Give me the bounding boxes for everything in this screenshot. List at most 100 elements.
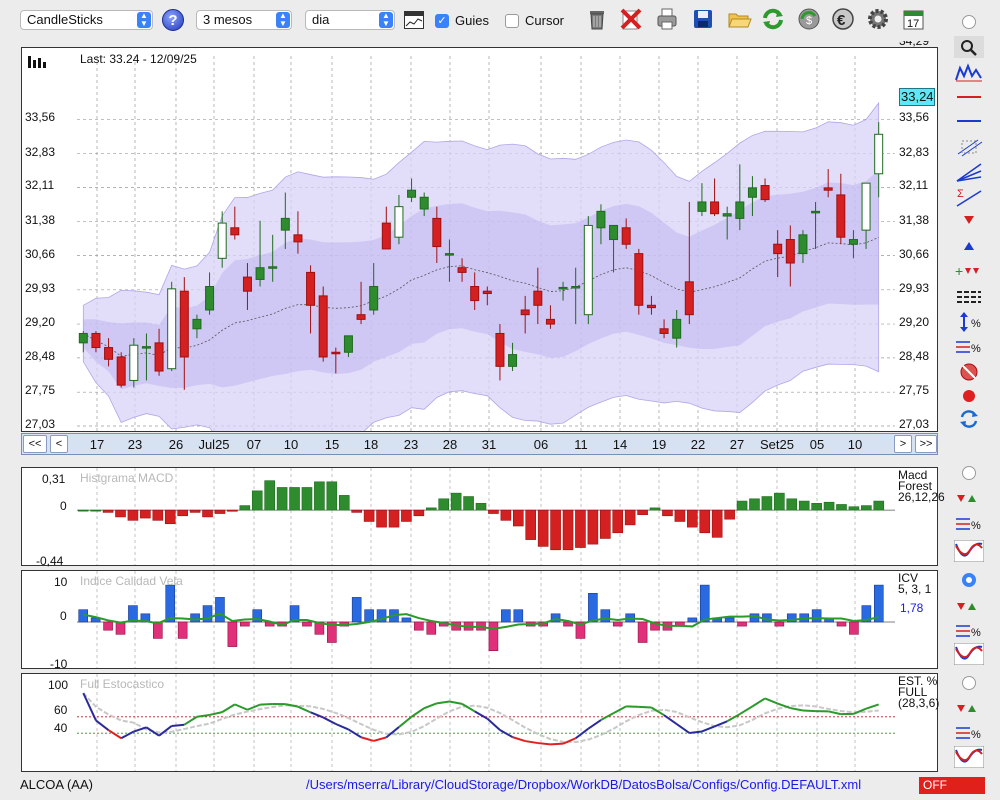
price-tick-right: 33,56 [899, 110, 930, 125]
icv-percent-icon[interactable]: % [954, 620, 984, 642]
candle-body [634, 253, 644, 306]
sto-oscillator-icon[interactable] [953, 745, 985, 769]
candle-body [659, 328, 669, 334]
period-select[interactable]: 3 mesos ▲ ▼ [196, 10, 292, 30]
price-tick-right: 28,48 [899, 348, 930, 363]
icv-panel-radio[interactable] [962, 573, 976, 587]
signals-icon[interactable]: + [954, 260, 984, 282]
date-label: 22 [690, 437, 706, 452]
candle-body [722, 213, 732, 217]
macd-side-label: Macd Forest 26,12,26 [898, 469, 945, 503]
percent-range-icon[interactable]: % [954, 311, 984, 333]
sto-signals-icon[interactable] [954, 697, 984, 719]
open-folder-icon[interactable] [726, 6, 752, 32]
nav-first-button[interactable]: << [23, 435, 47, 453]
icv-bar [774, 621, 785, 627]
delete-icon[interactable] [618, 6, 644, 32]
stochastic-panel[interactable]: Full Estocastico 100 60 40 EST. % FULL (… [21, 673, 939, 772]
sigma-trend-icon[interactable]: Σ [954, 186, 984, 208]
macd-bar [164, 509, 176, 525]
sto-k-segment [260, 702, 273, 706]
sto-k-segment [82, 692, 97, 721]
macd-bar [227, 509, 238, 512]
sto-percent-icon[interactable]: % [954, 722, 984, 744]
svg-text:%: % [971, 343, 981, 355]
interval-select[interactable]: dia ▲ ▼ [305, 10, 395, 30]
macd-panel-radio[interactable] [962, 466, 976, 480]
stop-icon[interactable] [954, 361, 984, 383]
horizontal-lines-icon[interactable] [954, 286, 984, 308]
config-path-link[interactable]: /Users/mserra/Library/CloudStorage/Dropb… [306, 777, 862, 792]
sto-side-line2: FULL [898, 685, 928, 699]
nav-prev-button[interactable]: < [50, 435, 68, 453]
moving-average-line [83, 236, 879, 357]
macd-panel[interactable]: Histgrama MACD 0,31 0 -0,44 Macd Forest … [21, 467, 945, 568]
sto-k-segment [638, 705, 652, 709]
price-panel-radio[interactable] [962, 15, 976, 29]
candle-body [836, 194, 846, 238]
refresh-icon[interactable] [760, 6, 786, 32]
sync-money-icon[interactable]: $ [796, 6, 822, 32]
status-off-badge[interactable]: OFF [919, 777, 985, 794]
macd-percent-icon[interactable]: % [954, 513, 984, 535]
macd-bar [873, 500, 885, 511]
sto-k-segment [689, 730, 703, 734]
macd-bar [836, 504, 847, 511]
fibonacci-fan-icon[interactable] [954, 161, 984, 183]
record-icon[interactable] [954, 385, 984, 407]
icv-bar [588, 592, 598, 623]
save-icon[interactable] [690, 6, 716, 32]
candle-body [684, 281, 694, 316]
indicator-chart-icon[interactable] [954, 62, 984, 84]
stochastic-panel-radio[interactable] [962, 676, 976, 690]
price-chart [77, 56, 895, 431]
icv-oscillator-icon[interactable] [953, 642, 985, 666]
icv-signals-icon[interactable] [954, 595, 984, 617]
guides-checkbox[interactable]: ✓ [435, 14, 449, 28]
macd-oscillator-icon[interactable] [953, 539, 985, 563]
channel-icon[interactable] [954, 136, 984, 158]
price-panel[interactable]: Last: 33.24 - 12/09/25 33,24 [21, 47, 938, 432]
macd-signals-icon[interactable] [954, 487, 984, 509]
price-tick-right: 30,66 [899, 246, 930, 261]
sell-arrow-icon[interactable] [954, 210, 984, 232]
sto-k-segment [550, 742, 564, 746]
sto-k-segment [436, 700, 450, 705]
icv-bar [426, 621, 437, 635]
icv-bar [501, 609, 511, 623]
sto-k-segment [209, 711, 223, 716]
blue-line-icon[interactable] [954, 110, 984, 132]
swap-icon[interactable] [954, 408, 984, 430]
nav-next-button[interactable]: > [894, 435, 912, 453]
price-tick-left: 27,03 [25, 417, 56, 431]
candle-body [331, 351, 341, 355]
print-icon[interactable] [654, 6, 680, 32]
date-navigation-bar[interactable]: << < 17 23 26 Jul25 07 10 15 18 23 28 31 06 11 14 19 22… [21, 433, 938, 455]
icv-bar [128, 605, 138, 623]
icv-panel[interactable]: Indice Calidad Vela 10 0 -10 ICV 5, 3, 1… [21, 570, 938, 671]
candle-body [621, 227, 631, 245]
macd-bar [251, 490, 263, 511]
euro-icon[interactable]: € [830, 6, 856, 32]
gear-icon[interactable] [865, 6, 891, 32]
trash-icon[interactable] [584, 6, 610, 32]
icv-bar [364, 609, 374, 623]
sto-k-segment [827, 710, 842, 716]
percent-lines-icon[interactable]: % [954, 336, 984, 358]
nav-last-button[interactable]: >> [915, 435, 937, 453]
candle-body [583, 224, 593, 316]
chart-window-icon[interactable] [404, 11, 424, 29]
red-line-icon[interactable] [954, 86, 984, 108]
buy-arrow-icon[interactable] [954, 235, 984, 257]
sto-k-segment [562, 737, 577, 745]
macd-bar [575, 509, 586, 548]
chart-type-select[interactable]: CandleSticks ▲ ▼ [20, 10, 153, 30]
calendar-icon[interactable]: 17 [900, 6, 926, 32]
macd-bar [861, 505, 872, 511]
candle-body [91, 332, 101, 349]
zoom-icon[interactable] [954, 36, 984, 58]
cursor-checkbox[interactable] [505, 14, 519, 28]
price-tick-left: 30,66 [25, 246, 56, 261]
help-button[interactable]: ? [162, 9, 184, 31]
date-label: 06 [533, 437, 549, 452]
